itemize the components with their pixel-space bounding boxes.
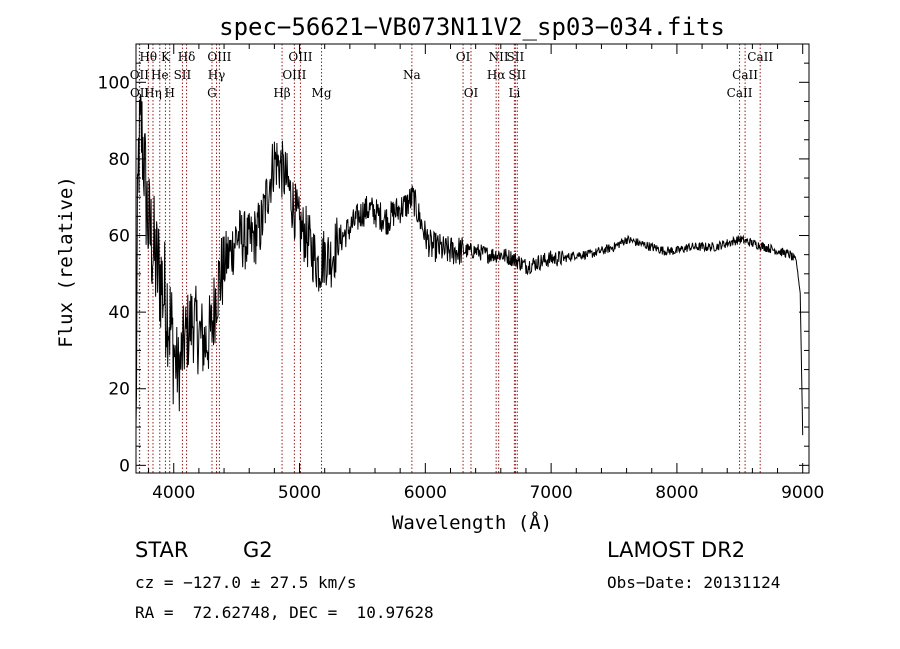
y-tick-label-4: 80 [108, 150, 130, 170]
line-label-3: Hη [144, 86, 162, 100]
object-subclass: G2 [243, 538, 273, 562]
line-label-2: OII [130, 86, 150, 100]
line-label-15: Mg [312, 86, 332, 100]
x-tick-label-4: 8000 [655, 483, 698, 503]
x-tick-label-2: 6000 [404, 483, 447, 503]
line-label-11: G [207, 86, 217, 100]
line-label-8: SII [174, 68, 192, 82]
spectrum-line [135, 94, 804, 436]
line-label-18: OI [464, 86, 479, 100]
line-label-20: Hα [487, 68, 506, 82]
line-label-7: Hδ [178, 50, 196, 64]
y-tick-label-0: 0 [119, 456, 130, 476]
line-label-1: OII [130, 68, 150, 82]
y-axis-label: Flux (relative) [55, 176, 77, 348]
y-axis-ticks: 0 20 40 60 80 100 [98, 62, 809, 476]
line-label-5: K [161, 50, 171, 64]
coordinates: RA = 72.62748, DEC = 10.97628 [135, 603, 434, 622]
y-tick-label-2: 40 [108, 303, 130, 323]
x-axis-ticks: 4000 5000 6000 7000 8000 9000 [148, 44, 824, 503]
x-tick-label-1: 5000 [278, 483, 321, 503]
line-label-24: CaII [747, 50, 773, 64]
line-label-25: CaII [732, 68, 758, 82]
x-tick-label-0: 4000 [152, 483, 195, 503]
line-label-9: OIII [207, 50, 231, 64]
object-class: STAR [135, 538, 189, 562]
line-label-26: CaII [727, 86, 753, 100]
line-label-12: Hβ [273, 86, 290, 100]
chart-title: spec−56621−VB073N11V2_sp03−034.fits [219, 13, 725, 41]
x-tick-label-5: 9000 [781, 483, 824, 503]
line-label-14: OIII [282, 68, 306, 82]
spectrum-chart: spec−56621−VB073N11V2_sp03−034.fits Hθ OI… [55, 13, 824, 534]
y-tick-label-5: 100 [98, 73, 130, 93]
line-label-17: OI [456, 50, 471, 64]
line-label-4: He [151, 68, 169, 82]
emission-line-markers [138, 44, 761, 473]
y-tick-label-3: 60 [108, 227, 130, 247]
line-label-0: Hθ [139, 50, 157, 64]
line-label-10: Hγ [208, 68, 226, 82]
survey-name: LAMOST DR2 [607, 538, 746, 562]
redshift-velocity: cz = −127.0 ± 27.5 km/s [135, 573, 357, 592]
line-label-16: Na [403, 68, 421, 82]
x-tick-label-3: 7000 [529, 483, 572, 503]
line-label-19: NII [489, 50, 509, 64]
line-label-22: SII [508, 68, 526, 82]
line-label-21: SII [507, 50, 525, 64]
x-axis-label: Wavelength (Å) [392, 511, 552, 534]
line-label-6: H [164, 86, 174, 100]
observation-date: Obs−Date: 20131124 [607, 573, 781, 592]
y-tick-label-1: 20 [108, 380, 130, 400]
line-label-23: Li [508, 86, 520, 100]
line-label-13: OIII [288, 50, 312, 64]
plot-frame [135, 43, 810, 474]
